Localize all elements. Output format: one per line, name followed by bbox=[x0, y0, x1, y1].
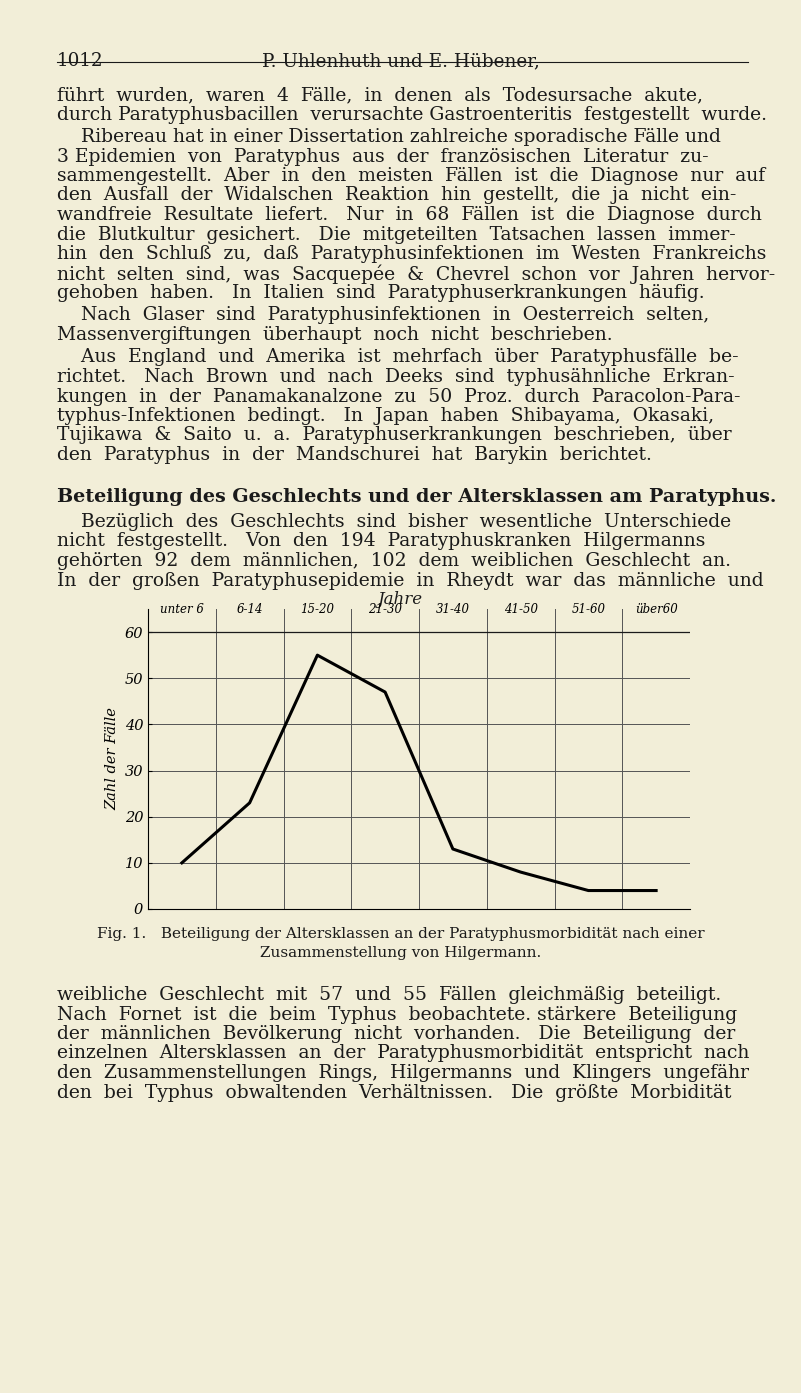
Text: den  bei  Typhus  obwaltenden  Verhältnissen.   Die  größte  Morbidität: den bei Typhus obwaltenden Verhältnissen… bbox=[57, 1084, 731, 1102]
Text: einzelnen  Altersklassen  an  der  Paratyphusmorbidität  entspricht  nach: einzelnen Altersklassen an der Paratyphu… bbox=[57, 1045, 750, 1063]
Text: gehörten  92  dem  männlichen,  102  dem  weiblichen  Geschlecht  an.: gehörten 92 dem männlichen, 102 dem weib… bbox=[57, 552, 731, 570]
Text: 51-60: 51-60 bbox=[571, 603, 606, 616]
Text: über60: über60 bbox=[634, 603, 678, 616]
Text: 6-14: 6-14 bbox=[236, 603, 263, 616]
Text: 41-50: 41-50 bbox=[504, 603, 537, 616]
Text: 31-40: 31-40 bbox=[436, 603, 470, 616]
Text: den  Paratyphus  in  der  Mandschurei  hat  Barykin  berichtet.: den Paratyphus in der Mandschurei hat Ba… bbox=[57, 446, 652, 464]
Text: 3 Epidemien  von  Paratyphus  aus  der  französischen  Literatur  zu-: 3 Epidemien von Paratyphus aus der franz… bbox=[57, 148, 709, 166]
Text: P. Uhlenhuth und E. Hübener,: P. Uhlenhuth und E. Hübener, bbox=[262, 52, 539, 70]
Text: führt  wurden,  waren  4  Fälle,  in  denen  als  Todesursache  akute,: führt wurden, waren 4 Fälle, in denen al… bbox=[57, 86, 703, 104]
Y-axis label: Zahl der Fälle: Zahl der Fälle bbox=[105, 708, 119, 811]
Text: richtet.   Nach  Brown  und  nach  Deeks  sind  typhusähnliche  Erkran-: richtet. Nach Brown und nach Deeks sind … bbox=[57, 368, 735, 386]
Text: In  der  großen  Paratyphusepidemie  in  Rheydt  war  das  männliche  und: In der großen Paratyphusepidemie in Rhey… bbox=[57, 571, 763, 589]
Text: Bezüglich  des  Geschlechts  sind  bisher  wesentliche  Unterschiede: Bezüglich des Geschlechts sind bisher we… bbox=[57, 513, 731, 531]
Text: durch Paratyphusbacillen  verursachte Gastroenteritis  festgestellt  wurde.: durch Paratyphusbacillen verursachte Gas… bbox=[57, 106, 767, 124]
Text: weibliche  Geschlecht  mit  57  und  55  Fällen  gleichmäßig  beteiligt.: weibliche Geschlecht mit 57 und 55 Fälle… bbox=[57, 986, 721, 1004]
Text: hin  den  Schluß  zu,  daß  Paratyphusinfektionen  im  Westen  Frankreichs: hin den Schluß zu, daß Paratyphusinfekti… bbox=[57, 245, 767, 263]
Text: gehoben  haben.   In  Italien  sind  Paratyphuserkrankungen  häufig.: gehoben haben. In Italien sind Paratyphu… bbox=[57, 284, 705, 302]
Text: nicht  selten  sind,  was  Sacquepée  &  Chevrel  schon  vor  Jahren  hervor-: nicht selten sind, was Sacquepée & Chevr… bbox=[57, 265, 775, 284]
Text: Nach  Glaser  sind  Paratyphusinfektionen  in  Oesterreich  selten,: Nach Glaser sind Paratyphusinfektionen i… bbox=[57, 306, 709, 325]
Text: der  männlichen  Bevölkerung  nicht  vorhanden.   Die  Beteiligung  der: der männlichen Bevölkerung nicht vorhand… bbox=[57, 1025, 735, 1043]
Text: Massenvergiftungen  überhaupt  noch  nicht  beschrieben.: Massenvergiftungen überhaupt noch nicht … bbox=[57, 326, 613, 344]
Text: Jahre: Jahre bbox=[378, 591, 423, 607]
Text: nicht  festgestellt.   Von  den  194  Paratyphuskranken  Hilgermanns: nicht festgestellt. Von den 194 Paratyph… bbox=[57, 532, 706, 550]
Text: Nach  Fornet  ist  die  beim  Typhus  beobachtete. stärkere  Beteiligung: Nach Fornet ist die beim Typhus beobacht… bbox=[57, 1006, 737, 1024]
Text: die  Blutkultur  gesichert.   Die  mitgeteilten  Tatsachen  lassen  immer-: die Blutkultur gesichert. Die mitgeteilt… bbox=[57, 226, 736, 244]
Text: Tujikawa  &  Saito  u.  a.  Paratyphuserkrankungen  beschrieben,  über: Tujikawa & Saito u. a. Paratyphuserkrank… bbox=[57, 426, 731, 444]
Text: Zusammenstellung von Hilgermann.: Zusammenstellung von Hilgermann. bbox=[260, 946, 541, 961]
Text: 15-20: 15-20 bbox=[300, 603, 334, 616]
Text: Fig. 1.   Beteiligung der Altersklassen an der Paratyphusmorbidität nach einer: Fig. 1. Beteiligung der Altersklassen an… bbox=[97, 926, 704, 942]
Text: sammengestellt.  Aber  in  den  meisten  Fällen  ist  die  Diagnose  nur  auf: sammengestellt. Aber in den meisten Fäll… bbox=[57, 167, 765, 185]
Text: 21-30: 21-30 bbox=[368, 603, 402, 616]
Text: Ribereau hat in einer Dissertation zahlreiche sporadische Fälle und: Ribereau hat in einer Dissertation zahlr… bbox=[57, 128, 721, 146]
Text: Aus  England  und  Amerika  ist  mehrfach  über  Paratyphusfälle  be-: Aus England und Amerika ist mehrfach übe… bbox=[57, 348, 739, 366]
Text: kungen  in  der  Panamakanalzone  zu  50  Proz.  durch  Paracolon-Para-: kungen in der Panamakanalzone zu 50 Proz… bbox=[57, 387, 740, 405]
Text: den  Zusammenstellungen  Rings,  Hilgermanns  und  Klingers  ungefähr: den Zusammenstellungen Rings, Hilgermann… bbox=[57, 1064, 749, 1082]
Text: den  Ausfall  der  Widalschen  Reaktion  hin  gestellt,  die  ja  nicht  ein-: den Ausfall der Widalschen Reaktion hin … bbox=[57, 187, 736, 205]
Text: typhus-Infektionen  bedingt.   In  Japan  haben  Shibayama,  Okasaki,: typhus-Infektionen bedingt. In Japan hab… bbox=[57, 407, 714, 425]
Text: Beteiligung des Geschlechts und der Altersklassen am Paratyphus.: Beteiligung des Geschlechts und der Alte… bbox=[57, 488, 776, 506]
Text: unter 6: unter 6 bbox=[160, 603, 203, 616]
Text: wandfreie  Resultate  liefert.   Nur  in  68  Fällen  ist  die  Diagnose  durch: wandfreie Resultate liefert. Nur in 68 F… bbox=[57, 206, 762, 224]
Text: 1012: 1012 bbox=[57, 52, 103, 70]
